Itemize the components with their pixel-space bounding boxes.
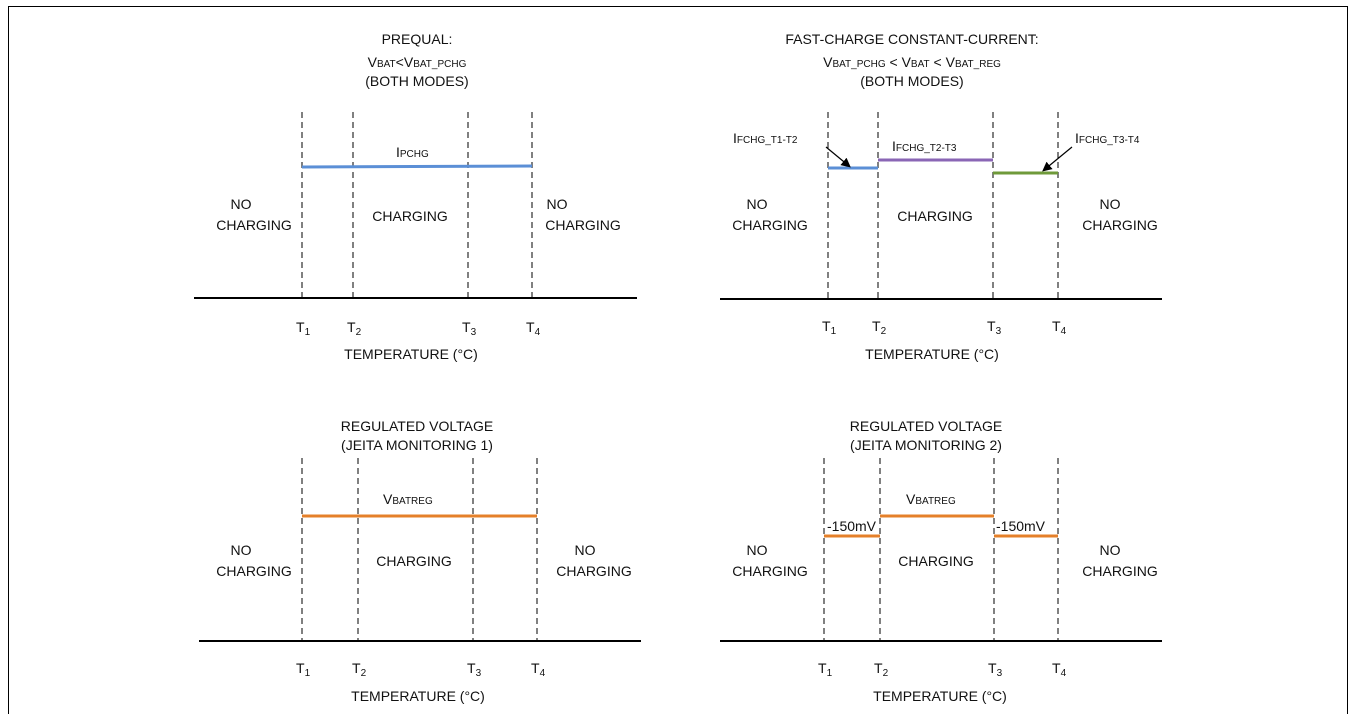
jeita1-title-line2: (JEITA MONITORING 1) (341, 437, 493, 453)
prequal-level-label: IPCHG (396, 144, 429, 160)
fastcharge-title-line2: (BOTH MODES) (860, 73, 963, 89)
fastcharge-tick-t4: T4 (1052, 318, 1067, 337)
jeita2-tick-t2: T2 (874, 660, 889, 679)
jeita2-x-label: TEMPERATURE (°C) (873, 688, 1007, 704)
prequal-x-label: TEMPERATURE (°C) (344, 346, 478, 362)
jeita1-right-line1: NO (575, 542, 596, 558)
fastcharge-guide-lines (827, 112, 1059, 299)
panel-jeita2: REGULATED VOLTAGE (JEITA MONITORING 2) -… (720, 418, 1162, 704)
prequal-title-line1: PREQUAL: (382, 31, 453, 47)
fastcharge-level-label-1: IFCHG_T1-T2 (733, 130, 798, 146)
prequal-right-line1: NO (547, 196, 568, 212)
fastcharge-center-label: CHARGING (897, 208, 972, 224)
jeita2-level-label: VBATREG (906, 491, 956, 507)
prequal-left-line2: CHARGING (216, 217, 291, 233)
prequal-tick-t2: T2 (347, 319, 362, 338)
prequal-center-label: CHARGING (372, 208, 447, 224)
prequal-right-line2: CHARGING (545, 217, 620, 233)
jeita2-left-line2: CHARGING (732, 563, 807, 579)
jeita2-title-line2: (JEITA MONITORING 2) (850, 437, 1002, 453)
fastcharge-level-label-3: IFCHG_T3-T4 (1075, 130, 1140, 146)
fastcharge-tick-t3: T3 (987, 318, 1002, 337)
jeita2-title-line1: REGULATED VOLTAGE (850, 418, 1002, 434)
jeita1-tick-t3: T3 (467, 660, 482, 679)
jeita2-right-line1: NO (1100, 542, 1121, 558)
prequal-condition: VBAT<VBAT_PCHG (368, 54, 467, 70)
jeita1-center-label: CHARGING (376, 553, 451, 569)
panel-prequal: PREQUAL: VBAT<VBAT_PCHG (BOTH MODES) IPC… (194, 31, 637, 362)
jeita2-tick-t1: T1 (818, 660, 833, 679)
fastcharge-right-line2: CHARGING (1082, 217, 1157, 233)
prequal-tick-t3: T3 (462, 319, 477, 338)
jeita1-guide-lines (301, 458, 538, 641)
fastcharge-arrow-1 (825, 146, 851, 168)
fastcharge-condition: VBAT_PCHG < VBAT < VBAT_REG (823, 54, 1001, 70)
jeita1-title-line1: REGULATED VOLTAGE (341, 418, 493, 434)
panel-fastcharge: FAST-CHARGE CONSTANT-CURRENT: VBAT_PCHG … (720, 31, 1162, 362)
jeita1-left-line2: CHARGING (216, 563, 291, 579)
panel-jeita1: REGULATED VOLTAGE (JEITA MONITORING 1) V… (199, 418, 641, 704)
fastcharge-left-line1: NO (747, 196, 768, 212)
jeita2-right-line2: CHARGING (1082, 563, 1157, 579)
fastcharge-level-label-2: IFCHG_T2-T3 (892, 138, 957, 154)
jeita2-offset-left: -150mV (827, 518, 877, 534)
prequal-title-line2: (BOTH MODES) (365, 73, 468, 89)
fastcharge-tick-t2: T2 (872, 318, 887, 337)
jeita1-x-label: TEMPERATURE (°C) (351, 688, 485, 704)
jeita1-tick-t1: T1 (296, 660, 311, 679)
jeita1-tick-t4: T4 (531, 660, 546, 679)
fastcharge-x-label: TEMPERATURE (°C) (865, 346, 999, 362)
jeita1-left-line1: NO (231, 542, 252, 558)
fastcharge-left-line2: CHARGING (732, 217, 807, 233)
jeita2-tick-t3: T3 (988, 660, 1003, 679)
figure-frame (8, 6, 1348, 714)
fastcharge-right-line1: NO (1100, 196, 1121, 212)
fastcharge-title-line1: FAST-CHARGE CONSTANT-CURRENT: (785, 31, 1038, 47)
prequal-current-level (301, 164, 533, 169)
prequal-left-line1: NO (231, 196, 252, 212)
fastcharge-tick-t1: T1 (822, 318, 837, 337)
jeita2-left-line1: NO (747, 542, 768, 558)
jeita2-guide-lines (823, 458, 1059, 641)
fastcharge-arrow-3 (1042, 146, 1073, 172)
jeita1-tick-t2: T2 (352, 660, 367, 679)
prequal-tick-t4: T4 (526, 319, 541, 338)
jeita2-tick-t4: T4 (1052, 660, 1067, 679)
jeita2-center-label: CHARGING (898, 553, 973, 569)
jeita2-offset-right: -150mV (996, 518, 1046, 534)
jeita1-level-label: VBATREG (383, 491, 433, 507)
jeita1-right-line2: CHARGING (556, 563, 631, 579)
prequal-guide-lines (301, 112, 533, 298)
prequal-tick-t1: T1 (296, 319, 311, 338)
